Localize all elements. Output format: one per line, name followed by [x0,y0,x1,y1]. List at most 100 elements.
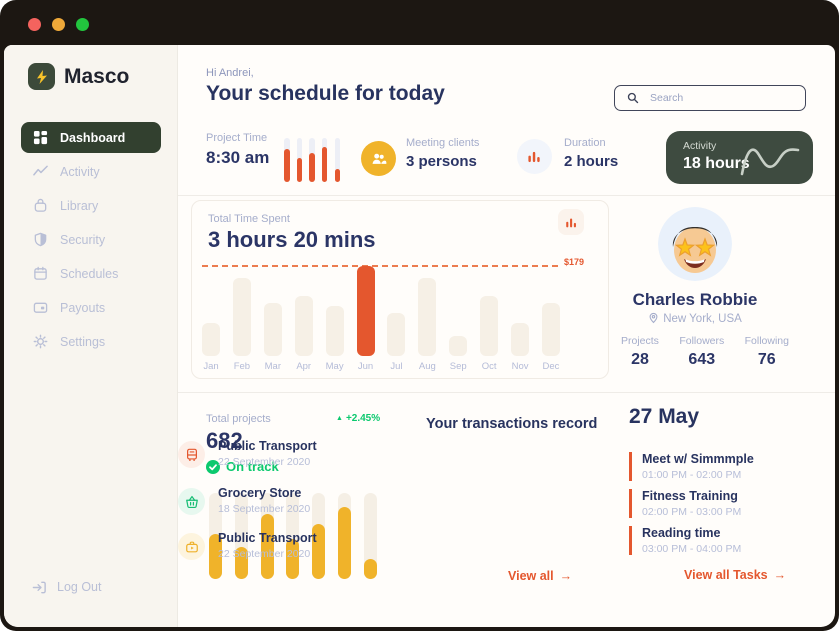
status-badge: On track [206,459,279,474]
search-input[interactable] [648,91,795,105]
threshold-label: $179 [564,257,585,267]
project-time-bar-1 [284,138,290,182]
month-tick-label: Sep [449,361,467,372]
profile-location: New York, USA [605,312,785,325]
logout-button[interactable]: Log Out [31,579,101,595]
month-tick-label: Mar [264,361,281,372]
library-icon [32,198,48,214]
month-bar-apr [294,296,313,356]
status-text: On track [226,459,279,474]
check-circle-icon [206,459,220,474]
task-time: 02:00 PM - 03:00 PM [642,506,742,518]
stat-value: 76 [757,351,776,368]
transaction-row[interactable]: Grocery Store 18 September 2020 [178,486,310,515]
lightning-bolt-icon [28,63,55,90]
stat-project-time: Project Time 8:30 am [206,132,269,168]
activity-card[interactable]: Activity 18 hours [666,131,813,184]
tasks-panel: 27 May [629,405,811,429]
month-tick-label: Oct [481,361,497,372]
profile-name: Charles Robbie [632,290,758,309]
transactions-title: Your transactions record [426,416,598,432]
total-time-spent-card: Total Time Spent 3 hours 20 mins $179 Ja… [191,200,609,379]
stat-label: Following [744,335,789,347]
stat-value: 643 [688,351,716,368]
gear-icon [32,334,48,350]
transaction-title: Public Transport [218,531,317,545]
minimize-window-button[interactable] [52,18,65,31]
sidebar-item-label: Settings [60,334,106,349]
transaction-row[interactable]: Public Transport 22 September 2020 [178,531,317,560]
stat-value: 2 hours [564,153,619,170]
month-tick-label: Aug [418,361,436,372]
sidebar-item-settings[interactable]: Settings [21,326,161,357]
stat-duration: Duration 2 hours [564,137,618,170]
transactions-view-all-link[interactable]: View all → [508,569,572,583]
project-time-bar-2 [296,138,303,182]
stat-label: Followers [679,335,725,347]
month-bar-feb [232,278,251,356]
profile-stat-following: Following 76 [745,335,789,369]
month-labels: Jan Feb Mar Apr May Jun Jul Aug Sep Oct Nov Dec [200,361,562,372]
transaction-date: 18 September 2020 [218,503,311,515]
sidebar-item-label: Security [60,232,106,247]
window-controls [28,18,89,31]
trend-value: +2.45% [345,413,381,424]
trend-badge: ▲ +2.45% [336,413,380,424]
project-time-bar-3 [309,138,315,182]
month-tick-label: Jul [390,361,403,372]
task-row[interactable]: Fitness Training 02:00 PM - 03:00 PM [629,489,741,518]
month-tick-label: Jan [203,361,219,372]
sidebar-item-label: Library [60,198,99,213]
month-tick-label: May [325,361,344,372]
task-row[interactable]: Meet w/ Simmmple 01:00 PM - 02:00 PM [629,452,754,481]
view-all-label: View all [508,569,554,583]
transaction-date: 22 September 2020 [218,548,311,560]
sidebar-item-label: Activity [60,164,100,179]
sidebar-item-activity[interactable]: Activity [21,156,161,187]
month-tick-label: Apr [296,361,312,372]
total-projects-bar-2 [234,493,248,579]
stat-value: 8:30 am [206,148,270,167]
stat-value: 28 [631,351,649,368]
avatar[interactable] [658,207,732,281]
total-projects-value: 682 [206,428,243,453]
month-bar-dec [541,303,560,356]
task-title: Fitness Training [642,489,738,503]
profile-stat-projects: Projects 28 [621,335,659,369]
total-projects-bar-3 [260,493,274,579]
logout-icon [31,579,47,595]
location-text: New York, USA [663,312,742,325]
page-title: Your schedule for today [206,82,445,105]
sidebar-item-library[interactable]: Library [21,190,161,221]
tasks-view-all-link[interactable]: View all Tasks → [684,568,786,582]
monthly-bar-chart [202,264,560,356]
stat-label: Projects [621,335,659,347]
transaction-row[interactable]: Public Transport 22 September 2020 [178,439,317,468]
bus-icon [178,441,205,468]
task-row[interactable]: Reading time 03:00 PM - 04:00 PM [629,526,741,555]
card-icon [32,300,48,316]
bar-chart-icon[interactable] [558,209,584,235]
month-bar-nov [511,323,530,356]
task-title: Meet w/ Simmmple [642,452,754,466]
sidebar-item-security[interactable]: Security [21,224,161,255]
month-bar-jun [356,266,375,356]
arrow-right-icon: → [773,568,787,582]
time-card-value: 3 hours 20 mins [208,227,376,252]
transactions-panel: Your transactions record [426,416,598,432]
total-projects-bar-6 [338,493,352,579]
transaction-title: Public Transport [218,439,317,453]
total-projects-bar-7 [363,493,377,579]
close-window-button[interactable] [28,18,41,31]
greeting: Hi Andrei, [206,67,254,79]
stat-label: Project Time [206,132,268,144]
location-pin-icon [648,312,659,325]
sidebar-item-schedules[interactable]: Schedules [21,258,161,289]
total-projects-bar-1 [209,493,222,579]
search-box[interactable] [614,85,806,111]
sidebar-item-payouts[interactable]: Payouts [21,292,161,323]
sidebar-item-dashboard[interactable]: Dashboard [21,122,161,153]
zoom-window-button[interactable] [76,18,89,31]
divider [178,392,835,393]
